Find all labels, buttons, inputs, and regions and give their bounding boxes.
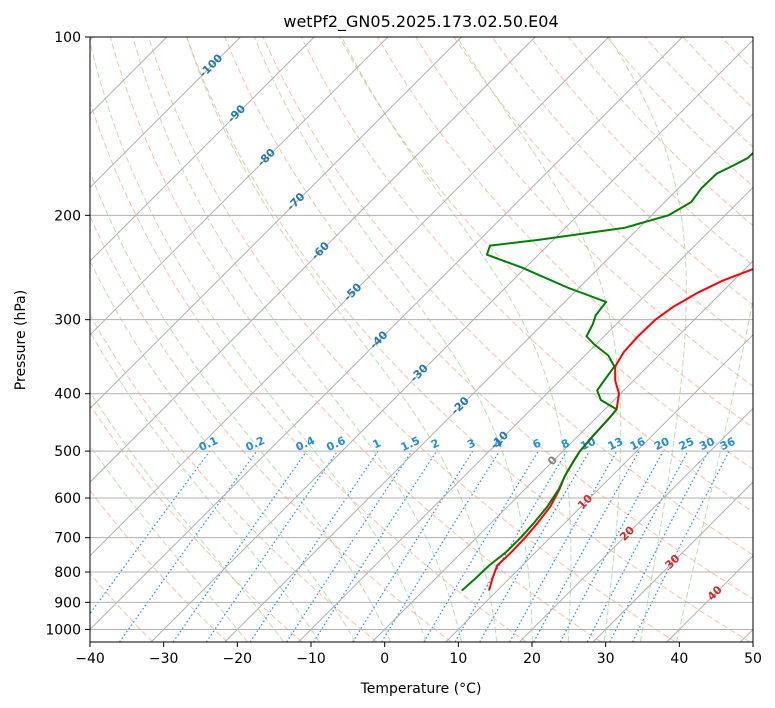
plot-background [90,37,753,642]
dry-adiabat-line [300,37,753,513]
x-tick-label: −20 [223,651,253,667]
x-tick-label: 40 [670,651,688,667]
y-tick-label: 300 [54,313,81,329]
y-tick-label: 400 [54,387,81,403]
moist-adiabat-line [132,37,462,642]
moist-adiabat-line [90,39,427,642]
mixing-ratio-line [632,450,730,642]
isotherm-line [371,260,753,642]
moist-adiabat-line [608,37,687,642]
moist-adiabat-line [90,391,285,642]
dry-adiabat-line [90,100,527,642]
x-tick-label: 20 [523,651,541,667]
isotherm-line [298,186,753,642]
mixing-ratio-label: 36 [718,435,738,453]
mixing-ratio-lines [90,450,730,642]
plot-frame [89,36,754,643]
plot-area: 0.1 0.2 0.4 0.6 1 1.5 2 3 4 6 8 10 13 16 20 25 30 36-100-… [90,37,753,642]
isotherm-line [592,481,753,642]
x-tick-label: −30 [149,651,179,667]
mixing-ratio-line [286,450,413,642]
x-tick-label: 50 [744,651,762,667]
dry-adiabat-line [90,215,452,642]
x-axis: −40 −30 −20 −10 0 10 20 30 40 50 [75,642,762,667]
isotherm-line [90,37,610,557]
dry-adiabats [90,37,753,642]
isotherm-line [90,37,241,189]
mixing-ratio-line [90,450,211,615]
moist-adiabat-line [186,37,498,642]
moist-adiabat-line [676,297,753,642]
temperature-profile [488,267,753,591]
dry-adiabat-line [90,313,378,642]
mixing-ratio-line [249,450,379,642]
dry-adiabat-line [148,37,676,642]
x-tick-label: 10 [449,651,467,667]
dewpoint-profile [461,151,753,592]
y-tick-label: 1000 [45,622,81,638]
mixing-ratio-label: 16 [628,435,648,453]
x-tick-label: 30 [597,651,615,667]
moist-adiabat-line [90,444,249,642]
y-tick-label: 200 [54,208,81,224]
sounding-profiles [461,151,753,592]
dry-adiabat-line [262,37,753,556]
isotherm-line [224,113,753,642]
x-tick-label: −10 [296,651,326,667]
y-axis-label: Pressure (hPa) [13,290,29,390]
mixing-ratio-label: 30 [697,435,717,453]
isotherm-line [90,37,683,631]
x-axis-label: Temperature (°C) [360,681,482,697]
mixing-ratio-label: 13 [606,435,625,453]
mixing-ratio-line [381,450,500,642]
isotherm-line [90,37,462,410]
mixing-ratio-line [205,450,339,642]
dry-adiabat-line [339,37,753,470]
y-tick-label: 900 [54,595,81,611]
x-tick-label: 0 [380,651,389,667]
chart-title: wetPf2_GN05.2025.173.02.50.E04 [283,12,558,32]
dry-adiabat-line [224,37,753,600]
y-axis: 100 200 300 400 500 600 700 800 900 1000 [45,30,90,638]
mixing-ratio-line [313,450,438,642]
y-tick-label: 600 [54,491,81,507]
dry-adiabat-line [453,37,753,347]
moist-adiabat-line [253,37,533,642]
dry-adiabat-line [90,403,303,642]
isotherm-line [150,39,753,642]
isotherm-line [90,37,315,262]
mixing-ratio-line [559,450,664,642]
isotherm-line [445,334,753,642]
moist-adiabat-line [90,259,356,642]
y-tick-label: 700 [54,531,81,547]
dry-adiabat-line [377,37,753,429]
x-tick-label: −40 [75,651,105,667]
mixing-ratio-line [509,450,618,642]
moist-adiabat-line [90,170,391,642]
mixing-ratio-line [172,450,308,642]
grid-lines [90,37,753,642]
mixing-ratio-label: 25 [677,435,696,453]
mixing-ratio-line [533,450,640,642]
y-tick-label: 800 [54,565,81,581]
mixing-ratio-label: 20 [652,435,672,453]
dry-adiabat-line [90,572,154,642]
moist-adiabat-line [341,37,572,642]
isotherm-line [519,407,753,642]
dry-adiabat-line [109,37,602,642]
mixing-ratio-line [119,450,258,642]
y-tick-label: 100 [54,30,81,46]
y-tick-label: 500 [54,444,81,460]
isotherm-line [90,37,389,336]
isotherm-line [90,37,536,483]
